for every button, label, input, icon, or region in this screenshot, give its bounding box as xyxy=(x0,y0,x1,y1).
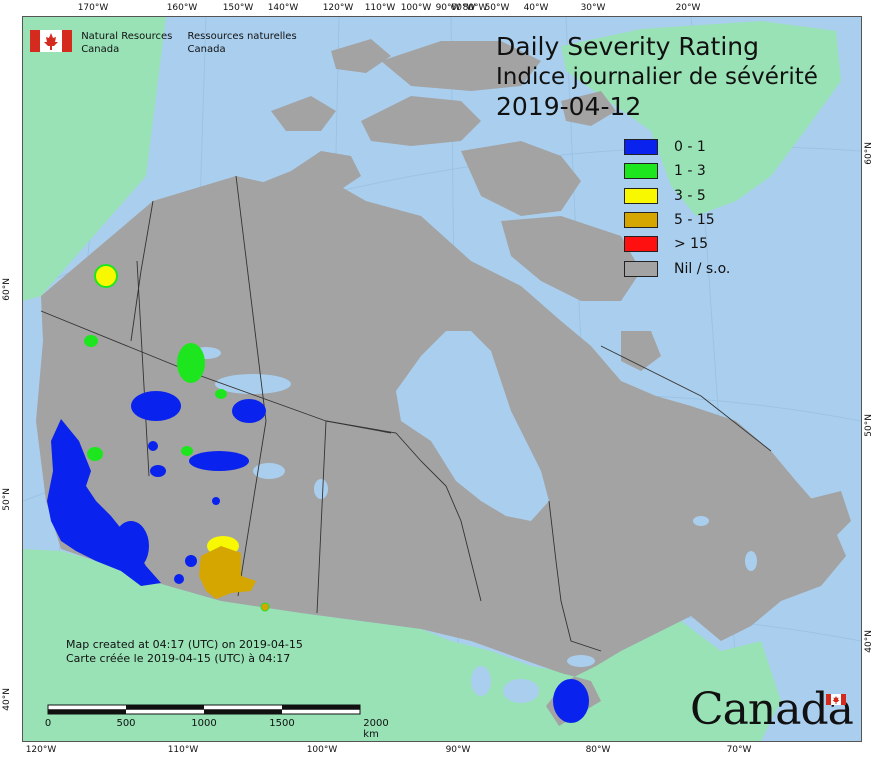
legend-swatch xyxy=(624,236,658,253)
legend-item: > 15 xyxy=(624,232,730,256)
scale-bar: 0 500 1000 1500 2000 km xyxy=(44,703,389,740)
legend-item: 5 - 15 xyxy=(624,208,730,232)
dsr-patch-bc-small-1 xyxy=(150,465,166,477)
scale-label: 1000 xyxy=(191,718,217,729)
tick-label: 40°W xyxy=(523,3,549,13)
scale-label: 0 xyxy=(44,718,52,729)
tick-label: 60°N xyxy=(2,278,12,301)
dsr-patch-bc-south xyxy=(174,574,184,584)
scale-label: 2000 km xyxy=(363,718,389,740)
tick-label: 120°W xyxy=(322,3,354,13)
scale-label: 1500 xyxy=(269,718,295,729)
legend-item: 0 - 1 xyxy=(624,135,730,159)
tick-label: 90°W xyxy=(435,3,461,13)
canada-wordmark-flag-icon xyxy=(826,690,846,705)
tick-label: 20°W xyxy=(675,3,701,13)
tick-label: 80°W xyxy=(462,3,488,13)
dsr-patch-prairies-orange xyxy=(199,546,256,599)
arctic-archipelago xyxy=(241,39,851,541)
title-fr: Indice journalier de sévérité xyxy=(496,64,818,90)
tick-label: 50°N xyxy=(2,488,12,511)
dsr-patch-bc-interior xyxy=(113,521,149,571)
tick-label: 100°W xyxy=(306,745,338,755)
legend-label: Nil / s.o. xyxy=(674,260,731,277)
province-boundaries xyxy=(40,175,772,652)
dsr-patch-bc-green xyxy=(87,447,103,461)
tick-label: 140°W xyxy=(267,3,299,13)
tick-label: 50°W xyxy=(484,3,510,13)
legend-item: Nil / s.o. xyxy=(624,256,730,280)
tick-label: 120°W xyxy=(25,745,57,755)
dsr-patch-yukon xyxy=(131,391,181,421)
scale-label: 500 xyxy=(116,718,136,729)
map-title: Daily Severity Rating Indice journalier … xyxy=(496,32,818,122)
dsr-patch-alaska-yellow xyxy=(94,264,118,288)
tick-label: 150°W xyxy=(222,3,254,13)
legend-item: 3 - 5 xyxy=(624,184,730,208)
greenland-landmass xyxy=(561,21,841,216)
dsr-patch-ab-south xyxy=(185,555,197,567)
legend-swatch xyxy=(624,212,658,229)
tick-label: 30°W xyxy=(580,3,606,13)
legend-swatch xyxy=(624,260,658,277)
dsr-patch-ab-green xyxy=(181,446,193,456)
credit-fr: Carte créée le 2019-04-15 (UTC) à 04:17 xyxy=(66,652,291,665)
tick-label: 50°N xyxy=(864,414,874,437)
severity-patches xyxy=(47,264,589,723)
tick-label: 90°W xyxy=(445,745,471,755)
tick-label: 60°N xyxy=(864,142,874,165)
legend-label: 0 - 1 xyxy=(674,139,706,156)
canada-flag-icon xyxy=(30,30,72,52)
agency-name-fr-1: Ressources naturelles xyxy=(187,31,297,42)
dsr-patch-alberta-north xyxy=(189,451,249,471)
agency-name-en-1: Natural Resources xyxy=(81,31,173,42)
dsr-patch-nwt-green xyxy=(177,343,205,383)
map-credits: Map created at 04:17 (UTC) on 2019-04-15… xyxy=(66,638,303,666)
tick-label: 110°W xyxy=(167,745,199,755)
tick-label: 60°W xyxy=(450,3,476,13)
legend-label: 1 - 3 xyxy=(674,163,706,180)
credit-en: Map created at 04:17 (UTC) on 2019-04-15 xyxy=(66,638,303,651)
map-svg xyxy=(23,17,861,741)
canada-wordmark: Canada xyxy=(690,684,854,735)
dsr-patch-ontario xyxy=(553,679,589,723)
tick-label: 80°W xyxy=(585,745,611,755)
tick-label: 70°W xyxy=(726,745,752,755)
legend-swatch xyxy=(624,139,658,156)
dsr-patch-bc-small-2 xyxy=(148,441,158,451)
legend-swatch xyxy=(624,187,658,204)
legend-label: > 15 xyxy=(674,236,708,253)
tick-label: 160°W xyxy=(166,3,198,13)
hudson-bay xyxy=(396,331,549,521)
agency-name-fr-2: Canada xyxy=(187,44,226,55)
legend-label: 5 - 15 xyxy=(674,212,715,229)
agency-name-en-2: Canada xyxy=(81,44,120,55)
legend-item: 1 - 3 xyxy=(624,159,730,183)
dsr-patch-nwt xyxy=(232,399,266,423)
map-canvas[interactable] xyxy=(22,16,862,742)
title-date: 2019-04-12 xyxy=(496,92,642,121)
tick-label: 40°N xyxy=(2,688,12,711)
dsr-patch-yukon-green xyxy=(84,335,98,347)
legend-swatch xyxy=(624,163,658,180)
tick-label: 170°W xyxy=(77,3,109,13)
tick-label: 40°N xyxy=(864,630,874,653)
scale-bar-graphic xyxy=(47,704,361,715)
dsr-patch-nwt-green-2 xyxy=(215,389,227,399)
nrcan-signature: Natural Resources Canada Ressources natu… xyxy=(30,30,309,56)
tick-label: 100°W xyxy=(400,3,432,13)
dsr-patch-sk-small xyxy=(212,497,220,505)
legend: 0 - 1 1 - 3 3 - 5 5 - 15 > 15 Nil / s.o. xyxy=(624,135,730,281)
tick-label: 110°W xyxy=(364,3,396,13)
dsr-patch-mb-orange xyxy=(260,602,270,612)
title-en: Daily Severity Rating xyxy=(496,32,760,61)
legend-label: 3 - 5 xyxy=(674,187,706,204)
alaska-landmass xyxy=(23,17,166,301)
